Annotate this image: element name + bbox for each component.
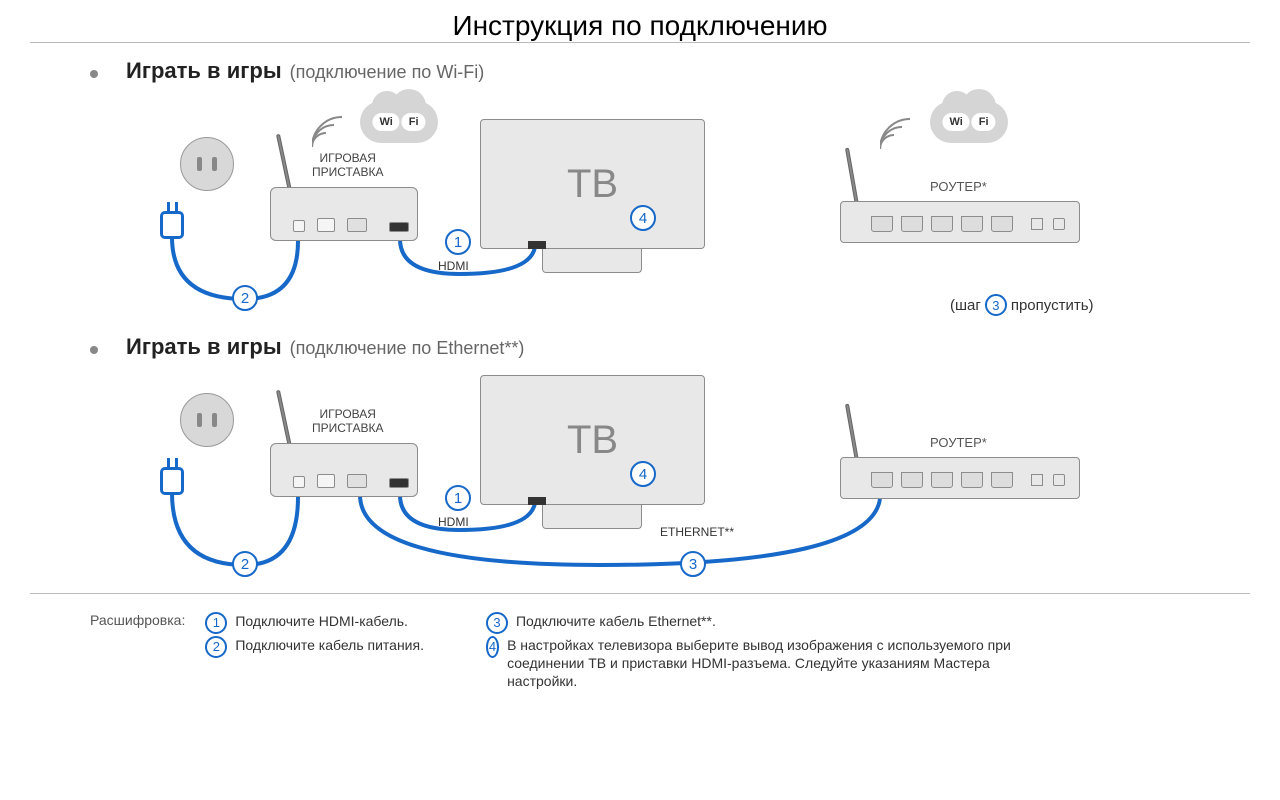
section-wifi-title: Играть в игры (126, 58, 282, 84)
power-plug-icon (155, 455, 189, 495)
legend-item-2: 2 Подключите кабель питания. (203, 636, 424, 658)
wifi-text-2: Fi (402, 113, 426, 131)
router-label: РОУТЕР* (930, 435, 987, 450)
tv-icon: ТВ (480, 119, 705, 249)
section-ethernet: Играть в игры (подключение по Ethernet**… (0, 334, 1280, 585)
console-antenna-icon (276, 134, 292, 192)
step-3-badge-skip: 3 (985, 294, 1007, 316)
hdmi-label: HDMI (438, 515, 469, 529)
skip-step-note: (шаг 3 пропустить) (950, 294, 1094, 316)
bullet-icon (90, 70, 98, 78)
tv-stand-icon (542, 249, 642, 273)
power-socket-icon (180, 137, 234, 191)
step-1-badge: 1 (445, 485, 471, 511)
step-3-badge: 3 (680, 551, 706, 577)
divider-top (30, 42, 1250, 43)
tv-hdmi-port-icon (528, 497, 546, 505)
console-antenna-icon (276, 390, 292, 448)
legend: Расшифровка: 1 Подключите HDMI-кабель. 2… (90, 612, 1280, 691)
wifi-cloud-icon-2: WiFi (930, 101, 1008, 143)
bullet-icon (90, 346, 98, 354)
section-wifi-subtitle: (подключение по Wi-Fi) (290, 62, 485, 83)
section-eth-subtitle: (подключение по Ethernet**) (290, 338, 525, 359)
page-title: Инструкция по подключению (0, 0, 1280, 42)
tv-hdmi-port-icon (528, 241, 546, 249)
wifi-cloud-icon: WiFi (360, 101, 438, 143)
wifi-text-1: Wi (372, 113, 399, 131)
section-wifi: Играть в игры (подключение по Wi-Fi) WiF… (0, 58, 1280, 319)
tv-label: ТВ (567, 418, 618, 463)
power-plug-icon (155, 199, 189, 239)
ethernet-label: ETHERNET** (660, 525, 734, 539)
step-1-badge: 1 (445, 229, 471, 255)
tv-stand-icon (542, 505, 642, 529)
tv-icon: ТВ (480, 375, 705, 505)
step-2-badge: 2 (232, 551, 258, 577)
router-icon (840, 457, 1080, 499)
power-socket-icon (180, 393, 234, 447)
router-label: РОУТЕР* (930, 179, 987, 194)
router-icon (840, 201, 1080, 243)
divider-bottom (30, 593, 1250, 594)
legend-item-4: 4 В настройках телевизора выберите вывод… (484, 636, 1044, 691)
game-console-icon (270, 187, 418, 241)
diagram-ethernet: ИГРОВАЯПРИСТАВКА ТВ РОУТЕР* 1 HDMI 2 3 E… (0, 365, 1280, 585)
console-label: ИГРОВАЯПРИСТАВКА (312, 151, 383, 180)
legend-item-3: 3 Подключите кабель Ethernet**. (484, 612, 1044, 634)
step-2-badge: 2 (232, 285, 258, 311)
wifi-waves-icon (312, 107, 352, 147)
router-antenna-icon (845, 404, 859, 462)
diagram-wifi: WiFi ИГРОВАЯПРИСТАВКА ТВ WiFi РОУТЕР* (0, 89, 1280, 319)
router-antenna-icon (845, 148, 859, 206)
wifi-waves-icon-2 (880, 109, 920, 149)
step-4-badge: 4 (630, 205, 656, 231)
legend-item-1: 1 Подключите HDMI-кабель. (203, 612, 424, 634)
hdmi-label: HDMI (438, 259, 469, 273)
step-4-badge: 4 (630, 461, 656, 487)
legend-title: Расшифровка: (90, 612, 185, 691)
section-eth-title: Играть в игры (126, 334, 282, 360)
game-console-icon (270, 443, 418, 497)
console-label: ИГРОВАЯПРИСТАВКА (312, 407, 383, 436)
tv-label: ТВ (567, 162, 618, 207)
